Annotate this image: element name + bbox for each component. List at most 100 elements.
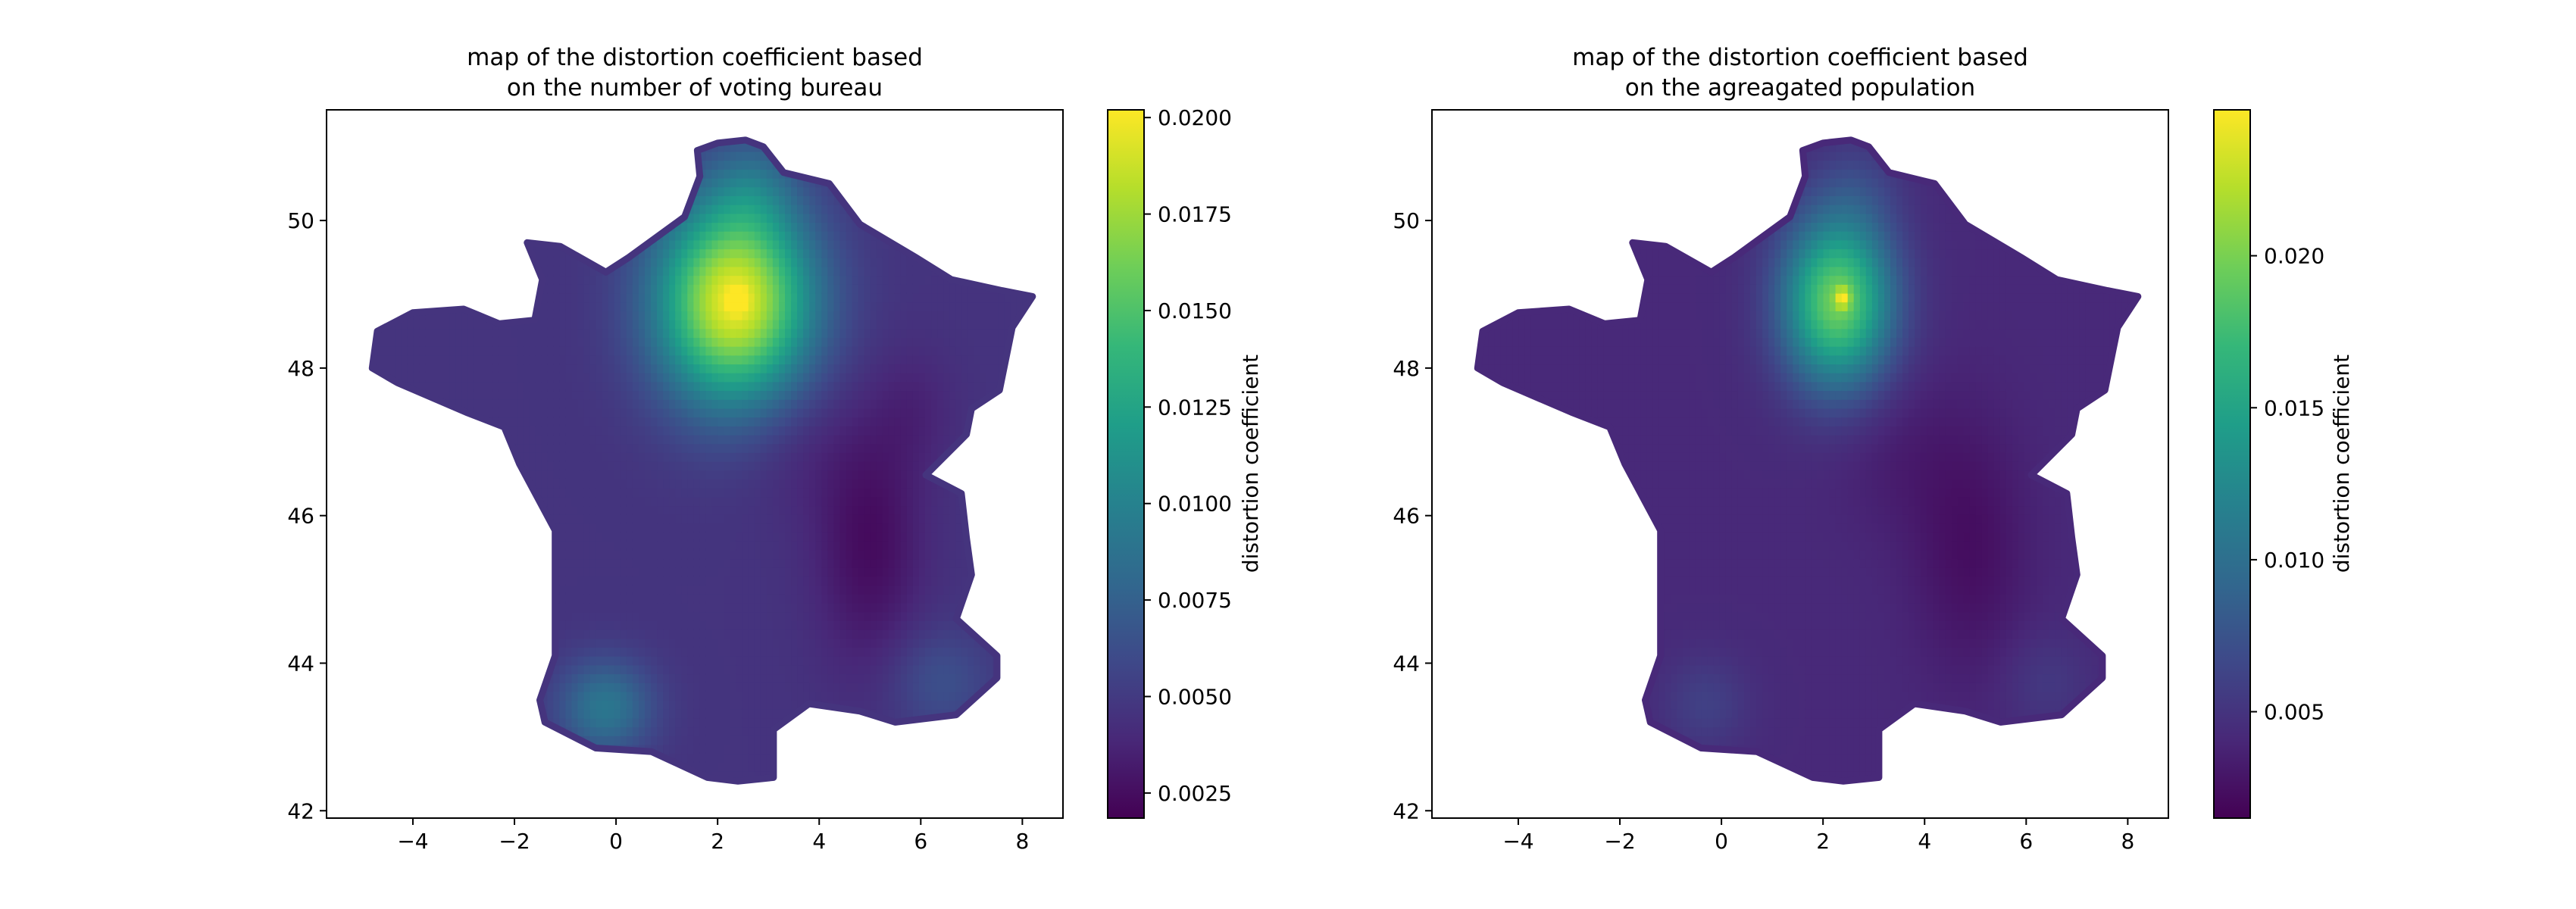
- scatter-point: [717, 646, 727, 657]
- scatter-point: [754, 637, 763, 648]
- scatter-point: [614, 734, 623, 745]
- scatter-point: [639, 734, 647, 745]
- scatter-point: [651, 575, 659, 586]
- scatter-point: [559, 460, 568, 471]
- scatter-point: [383, 363, 392, 373]
- scatter-point: [639, 584, 647, 595]
- scatter-point: [736, 371, 745, 383]
- scatter-point: [596, 301, 605, 311]
- scatter-point: [663, 265, 672, 276]
- scatter-point: [651, 407, 659, 418]
- scatter-point: [559, 611, 568, 621]
- scatter-point: [529, 318, 538, 330]
- scatter-point: [724, 195, 733, 205]
- scatter-point: [614, 495, 623, 507]
- scatter-point: [431, 309, 440, 320]
- scatter-point: [541, 407, 550, 418]
- scatter-point: [602, 566, 611, 577]
- scatter-point: [754, 460, 763, 471]
- scatter-point: [705, 451, 714, 462]
- scatter-point: [675, 407, 684, 418]
- scatter-point: [724, 620, 733, 630]
- scatter-point: [632, 318, 641, 330]
- scatter-point: [717, 628, 727, 639]
- scatter-point: [596, 558, 605, 568]
- scatter-point: [455, 389, 464, 400]
- scatter-point: [632, 611, 641, 621]
- scatter-point: [589, 558, 599, 568]
- scatter-point: [639, 566, 647, 577]
- scatter-point: [480, 389, 489, 400]
- scatter-point: [486, 389, 495, 400]
- scatter-point: [699, 531, 708, 542]
- scatter-point: [663, 699, 672, 710]
- scatter-point: [687, 654, 696, 666]
- scatter-point: [748, 620, 757, 630]
- scatter-point: [614, 433, 623, 445]
- scatter-point: [742, 673, 751, 683]
- scatter-point: [717, 469, 727, 479]
- scatter-point: [541, 248, 550, 258]
- scatter-point: [596, 424, 605, 436]
- scatter-point: [705, 274, 714, 285]
- scatter-point: [754, 327, 763, 338]
- scatter-point: [620, 548, 629, 560]
- scatter-point: [651, 646, 659, 657]
- scatter-point: [565, 646, 574, 657]
- scatter-point: [705, 681, 714, 692]
- scatter-point: [449, 327, 458, 338]
- scatter-point: [401, 327, 410, 338]
- scatter-point: [523, 442, 532, 453]
- scatter-point: [419, 318, 428, 330]
- scatter-point: [736, 167, 745, 179]
- scatter-point: [541, 460, 550, 471]
- scatter-point: [693, 664, 702, 675]
- scatter-point: [626, 345, 635, 356]
- scatter-point: [589, 292, 599, 303]
- scatter-point: [669, 513, 678, 524]
- scatter-point: [474, 398, 483, 409]
- scatter-point: [754, 203, 763, 214]
- scatter-point: [645, 628, 653, 639]
- scatter-point: [760, 699, 769, 710]
- scatter-point: [675, 345, 684, 356]
- scatter-point: [724, 752, 733, 763]
- scatter-point: [687, 673, 696, 683]
- scatter-point: [602, 495, 611, 507]
- scatter-point: [602, 301, 611, 311]
- scatter-point: [480, 398, 489, 409]
- scatter-point: [571, 301, 580, 311]
- scatter-point: [614, 681, 623, 692]
- scatter-point: [699, 442, 708, 453]
- scatter-point: [480, 363, 489, 373]
- scatter-point: [699, 699, 708, 710]
- scatter-point: [717, 318, 727, 330]
- scatter-point: [663, 628, 672, 639]
- scatter-point: [589, 495, 599, 507]
- scatter-point: [596, 504, 605, 515]
- scatter-point: [705, 654, 714, 666]
- scatter-point: [717, 389, 727, 400]
- scatter-point: [608, 460, 617, 471]
- scatter-point: [675, 611, 684, 621]
- scatter-point: [626, 628, 635, 639]
- scatter-point: [711, 265, 721, 276]
- scatter-point: [724, 380, 733, 392]
- scatter-point: [596, 681, 605, 692]
- scatter-point: [730, 673, 739, 683]
- scatter-point: [669, 336, 678, 347]
- scatter-point: [663, 424, 672, 436]
- scatter-point: [754, 433, 763, 445]
- scatter-point: [589, 566, 599, 577]
- scatter-point: [608, 274, 617, 285]
- scatter-point: [505, 398, 513, 409]
- scatter-point: [748, 486, 757, 498]
- scatter-point: [541, 451, 550, 462]
- scatter-point: [675, 283, 684, 294]
- scatter-point: [681, 575, 690, 586]
- scatter-point: [669, 416, 678, 426]
- scatter-point: [693, 398, 702, 409]
- scatter-point: [553, 690, 562, 701]
- scatter-point: [529, 442, 538, 453]
- scatter-point: [523, 433, 532, 445]
